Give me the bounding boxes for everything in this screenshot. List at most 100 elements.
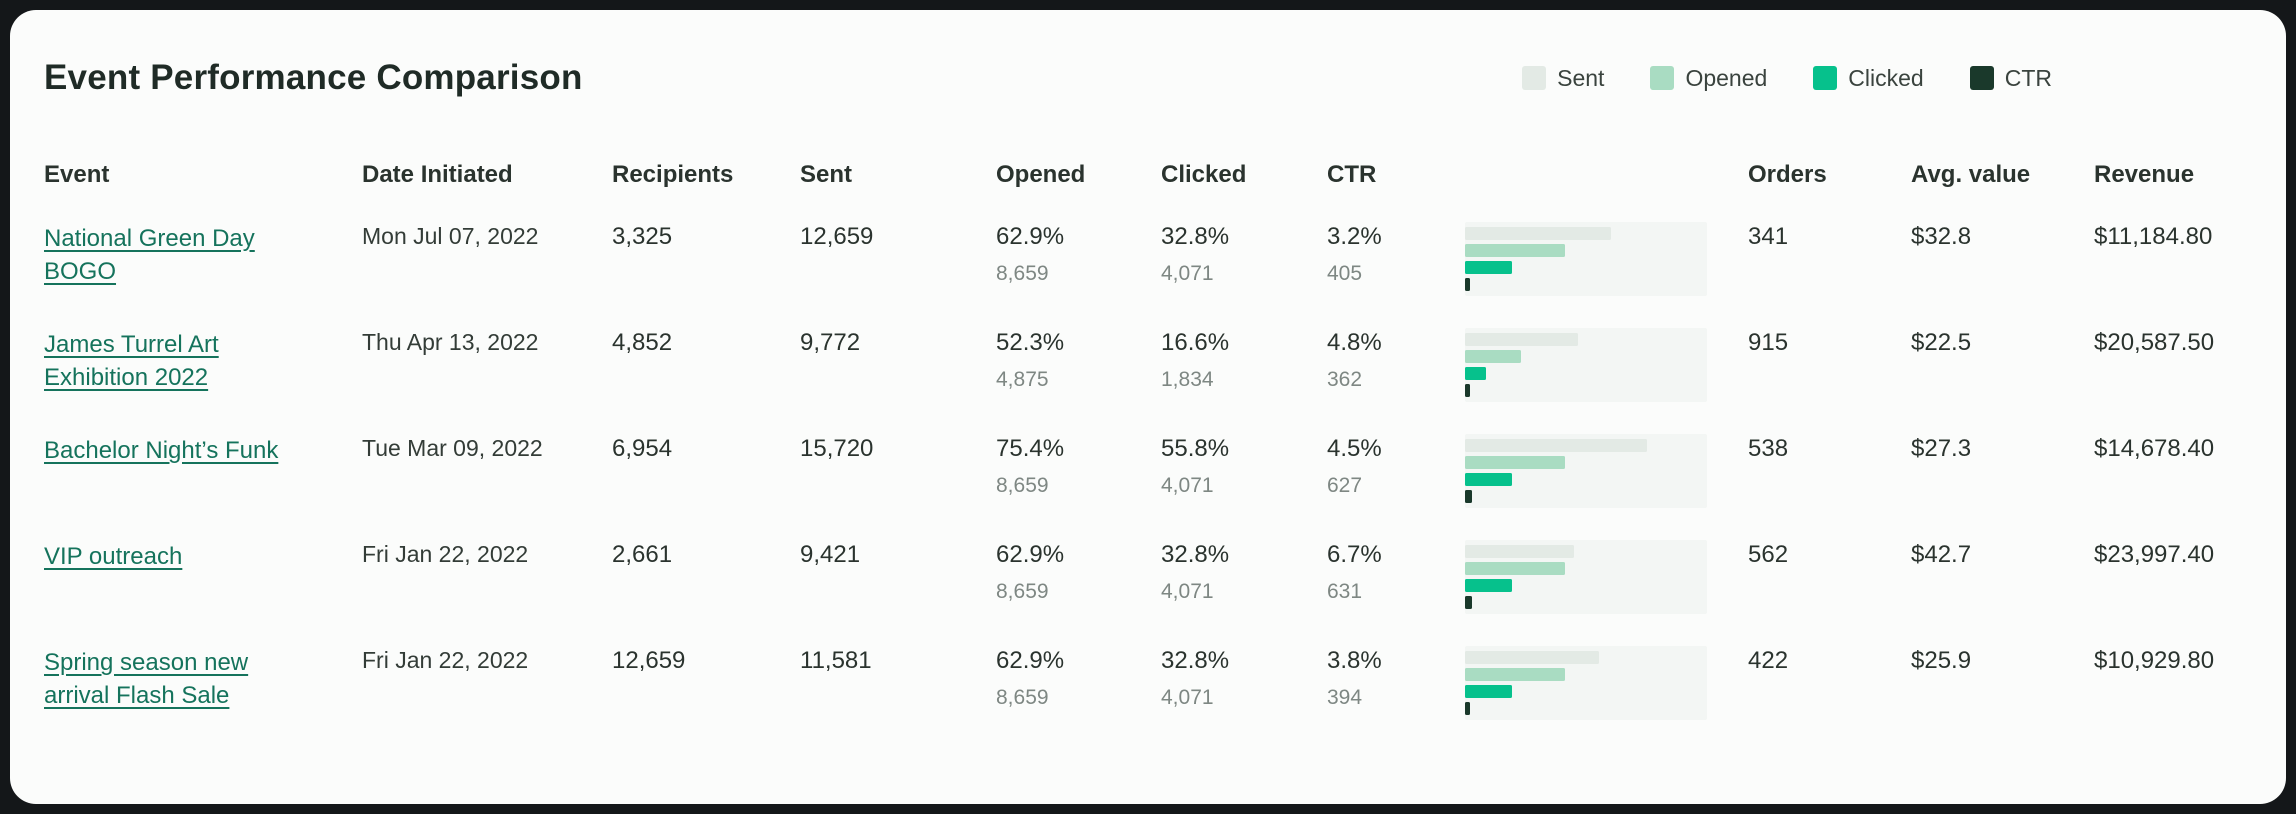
legend-label-clicked: Clicked (1848, 64, 1924, 91)
col-header-ctr: CTR (1327, 161, 1377, 188)
table-row: Spring season new arrival Flash Sale Fri … (44, 646, 2252, 752)
clicked: 32.8% 4,071 (1161, 540, 1327, 605)
clicked-pct: 32.8% (1161, 541, 1230, 568)
table-header-row: Event Date Initiated Recipients Sent Opened C… (44, 160, 2252, 190)
event-link[interactable]: VIP outreach (44, 543, 183, 570)
orders-value: 562 (1748, 541, 1789, 568)
clicked-pct: 32.8% (1161, 647, 1230, 674)
ctr-pct: 3.2% (1327, 223, 1382, 250)
orders-value: 341 (1748, 223, 1789, 250)
opened-count: 8,659 (996, 580, 1049, 603)
event-link[interactable]: Spring season new arrival Flash Sale (44, 649, 249, 710)
sent-swatch (1522, 66, 1547, 90)
chart-cell (1465, 434, 1748, 508)
chart-cell (1465, 646, 1748, 720)
avg-value-value: $25.9 (1911, 647, 1972, 674)
revenue-value: $20,587.50 (2094, 329, 2215, 356)
ctr-count: 362 (1327, 368, 1363, 391)
opened: 62.9% 8,659 (996, 540, 1161, 605)
col-header-opened: Opened (996, 161, 1086, 188)
revenue-value: $11,184.80 (2094, 223, 2213, 250)
clicked-bar (1465, 473, 1512, 486)
clicked-bar (1465, 685, 1512, 698)
ctr-bar (1465, 702, 1470, 715)
ctr-count: 631 (1327, 580, 1363, 603)
opened-pct: 52.3% (996, 329, 1065, 356)
col-header-avg-value: Avg. value (1911, 161, 2031, 188)
row-mini-chart (1465, 540, 1707, 614)
table-row: Bachelor Night’s Funk Tue Mar 09, 2022 6,9… (44, 434, 2252, 540)
clicked-bar (1465, 261, 1512, 274)
clicked-count: 4,071 (1161, 262, 1214, 285)
revenue-value: $14,678.40 (2094, 435, 2215, 462)
legend-label-opened: Opened (1685, 64, 1768, 91)
col-header-event: Event (44, 161, 110, 188)
opened: 62.9% 8,659 (996, 646, 1161, 711)
opened-pct: 62.9% (996, 223, 1065, 250)
opened-count: 8,659 (996, 262, 1049, 285)
clicked-count: 1,834 (1161, 368, 1214, 391)
orders-value: 538 (1748, 435, 1789, 462)
opened-bar (1465, 562, 1565, 575)
ctr: 3.2% 405 (1327, 222, 1465, 287)
table-row: VIP outreach Fri Jan 22, 2022 2,661 9,421 62… (44, 540, 2252, 646)
legend: Sent Opened Clicked CTR (1522, 65, 2052, 92)
legend-item-sent: Sent (1522, 65, 1604, 92)
col-header-date-initiated: Date Initiated (362, 161, 513, 188)
clicked: 55.8% 4,071 (1161, 434, 1327, 499)
col-header-recipients: Recipients (612, 161, 734, 188)
event-cell: VIP outreach (44, 540, 362, 573)
recipients-value: 6,954 (612, 435, 673, 462)
opened-bar (1465, 350, 1522, 363)
clicked-pct: 55.8% (1161, 435, 1230, 462)
ctr-pct: 6.7% (1327, 541, 1382, 568)
ctr-pct: 4.8% (1327, 329, 1382, 356)
event-cell: Spring season new arrival Flash Sale (44, 646, 362, 712)
opened-swatch (1650, 66, 1675, 90)
legend-label-ctr: CTR (2004, 64, 2052, 91)
date-initiated-value: Tue Mar 09, 2022 (362, 435, 543, 461)
col-header-orders: Orders (1748, 161, 1827, 188)
event-cell: National Green Day BOGO (44, 222, 362, 288)
clicked-count: 4,071 (1161, 580, 1214, 603)
orders-value: 422 (1748, 647, 1789, 674)
ctr: 4.5% 627 (1327, 434, 1465, 499)
ctr-bar (1465, 278, 1470, 291)
clicked-bar (1465, 579, 1512, 592)
legend-item-opened: Opened (1650, 65, 1767, 92)
opened-pct: 75.4% (996, 435, 1065, 462)
event-link[interactable]: Bachelor Night’s Funk (44, 437, 279, 464)
avg-value-value: $22.5 (1911, 329, 1972, 356)
clicked: 16.6% 1,834 (1161, 328, 1327, 393)
date-initiated-value: Mon Jul 07, 2022 (362, 223, 539, 249)
table-row: National Green Day BOGO Mon Jul 07, 2022 3… (44, 222, 2252, 328)
chart-cell (1465, 222, 1748, 296)
ctr: 6.7% 631 (1327, 540, 1465, 605)
row-mini-chart (1465, 328, 1707, 402)
ctr-swatch (1969, 66, 1994, 90)
col-header-revenue: Revenue (2094, 161, 2195, 188)
opened: 52.3% 4,875 (996, 328, 1161, 393)
avg-value-value: $42.7 (1911, 541, 1972, 568)
date-initiated-value: Thu Apr 13, 2022 (362, 329, 539, 355)
legend-item-ctr: CTR (1969, 64, 2052, 92)
clicked-pct: 16.6% (1161, 329, 1230, 356)
sent-value: 11,581 (800, 647, 872, 674)
event-link[interactable]: James Turrel Art Exhibition 2022 (44, 331, 219, 392)
ctr: 4.8% 362 (1327, 328, 1465, 393)
revenue-value: $10,929.80 (2094, 647, 2215, 674)
clicked: 32.8% 4,071 (1161, 646, 1327, 711)
sent-bar (1465, 545, 1574, 558)
opened-count: 8,659 (996, 686, 1049, 709)
ctr-bar (1465, 384, 1470, 397)
recipients-value: 4,852 (612, 329, 673, 356)
opened-pct: 62.9% (996, 541, 1065, 568)
opened: 62.9% 8,659 (996, 222, 1161, 287)
ctr: 3.8% 394 (1327, 646, 1465, 711)
col-header-sent: Sent (800, 161, 853, 188)
event-cell: James Turrel Art Exhibition 2022 (44, 328, 362, 394)
recipients-value: 12,659 (612, 647, 686, 674)
event-link[interactable]: National Green Day BOGO (44, 225, 255, 286)
legend-label-sent: Sent (1557, 64, 1605, 91)
